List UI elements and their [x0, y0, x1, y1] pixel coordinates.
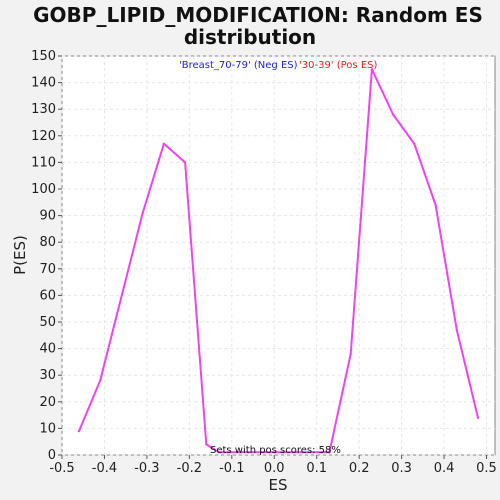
y-tick-label: 140 — [31, 76, 56, 91]
chart-title-line-1: GOBP_LIPID_MODIFICATION: Random ES — [33, 3, 483, 27]
pos-scores-annotation: Sets with pos scores: 58% — [210, 445, 341, 456]
x-tick-label: 0.2 — [349, 461, 370, 476]
legend-entry-pos: '30-39' (Pos ES) — [299, 60, 377, 71]
y-tick-label: 0 — [48, 448, 56, 463]
es-data-point — [205, 443, 208, 446]
es-data-point — [141, 211, 144, 215]
x-tick-label: -0.3 — [134, 461, 159, 476]
es-data-point — [217, 451, 221, 454]
x-axis-ticks: -0.5 -0.4 -0.3 -0.2 -0.1 0.0 0.1 0.2 0.3 0.4 0.5 — [49, 455, 497, 476]
y-tick-label: 80 — [39, 235, 56, 250]
x-tick-label: -0.2 — [177, 461, 202, 476]
legend-entry-neg: 'Breast_70-79' (Neg ES) — [179, 60, 298, 71]
es-data-point — [183, 161, 187, 164]
plot-area — [61, 55, 496, 456]
es-data-point — [328, 451, 331, 454]
x-tick-label: -0.4 — [92, 461, 117, 476]
es-data-point — [77, 429, 81, 433]
y-axis-label: P(ES) — [11, 235, 29, 275]
y-tick-label: 150 — [31, 49, 56, 64]
grid — [61, 55, 495, 456]
y-tick-label: 20 — [39, 395, 56, 410]
es-data-point — [391, 113, 395, 116]
es-data-point — [162, 142, 166, 145]
es-data-point — [370, 68, 374, 71]
x-tick-label: -0.5 — [49, 461, 74, 476]
y-tick-label: 120 — [31, 129, 56, 144]
series-group — [77, 68, 480, 454]
y-tick-label: 30 — [39, 368, 56, 383]
chart-title-line-2: distribution — [184, 25, 316, 49]
x-tick-label: -0.1 — [219, 461, 244, 476]
x-tick-label: 0.1 — [306, 461, 327, 476]
x-tick-label: 0.3 — [391, 461, 412, 476]
y-tick-label: 40 — [39, 342, 56, 357]
es-data-point — [349, 352, 352, 356]
y-axis-ticks: 0 10 20 30 40 50 60 70 80 90 100 110 120 130 140 150 — [31, 49, 62, 463]
es-data-point — [455, 328, 458, 332]
es-data-point — [434, 203, 437, 207]
y-tick-label: 10 — [39, 421, 56, 436]
es-data-point — [476, 416, 480, 419]
y-tick-label: 110 — [31, 155, 56, 170]
y-tick-label: 90 — [39, 209, 56, 224]
x-tick-label: 0.0 — [264, 461, 285, 476]
y-tick-label: 60 — [39, 288, 56, 303]
y-tick-label: 100 — [31, 182, 56, 197]
es-data-point — [99, 379, 102, 382]
x-axis-label: ES — [269, 476, 288, 494]
y-tick-label: 130 — [31, 102, 56, 117]
x-tick-label: 0.4 — [434, 461, 455, 476]
x-tick-label: 0.5 — [476, 461, 497, 476]
es-data-point — [413, 142, 416, 145]
y-tick-label: 70 — [39, 262, 56, 277]
y-tick-label: 50 — [39, 315, 56, 330]
